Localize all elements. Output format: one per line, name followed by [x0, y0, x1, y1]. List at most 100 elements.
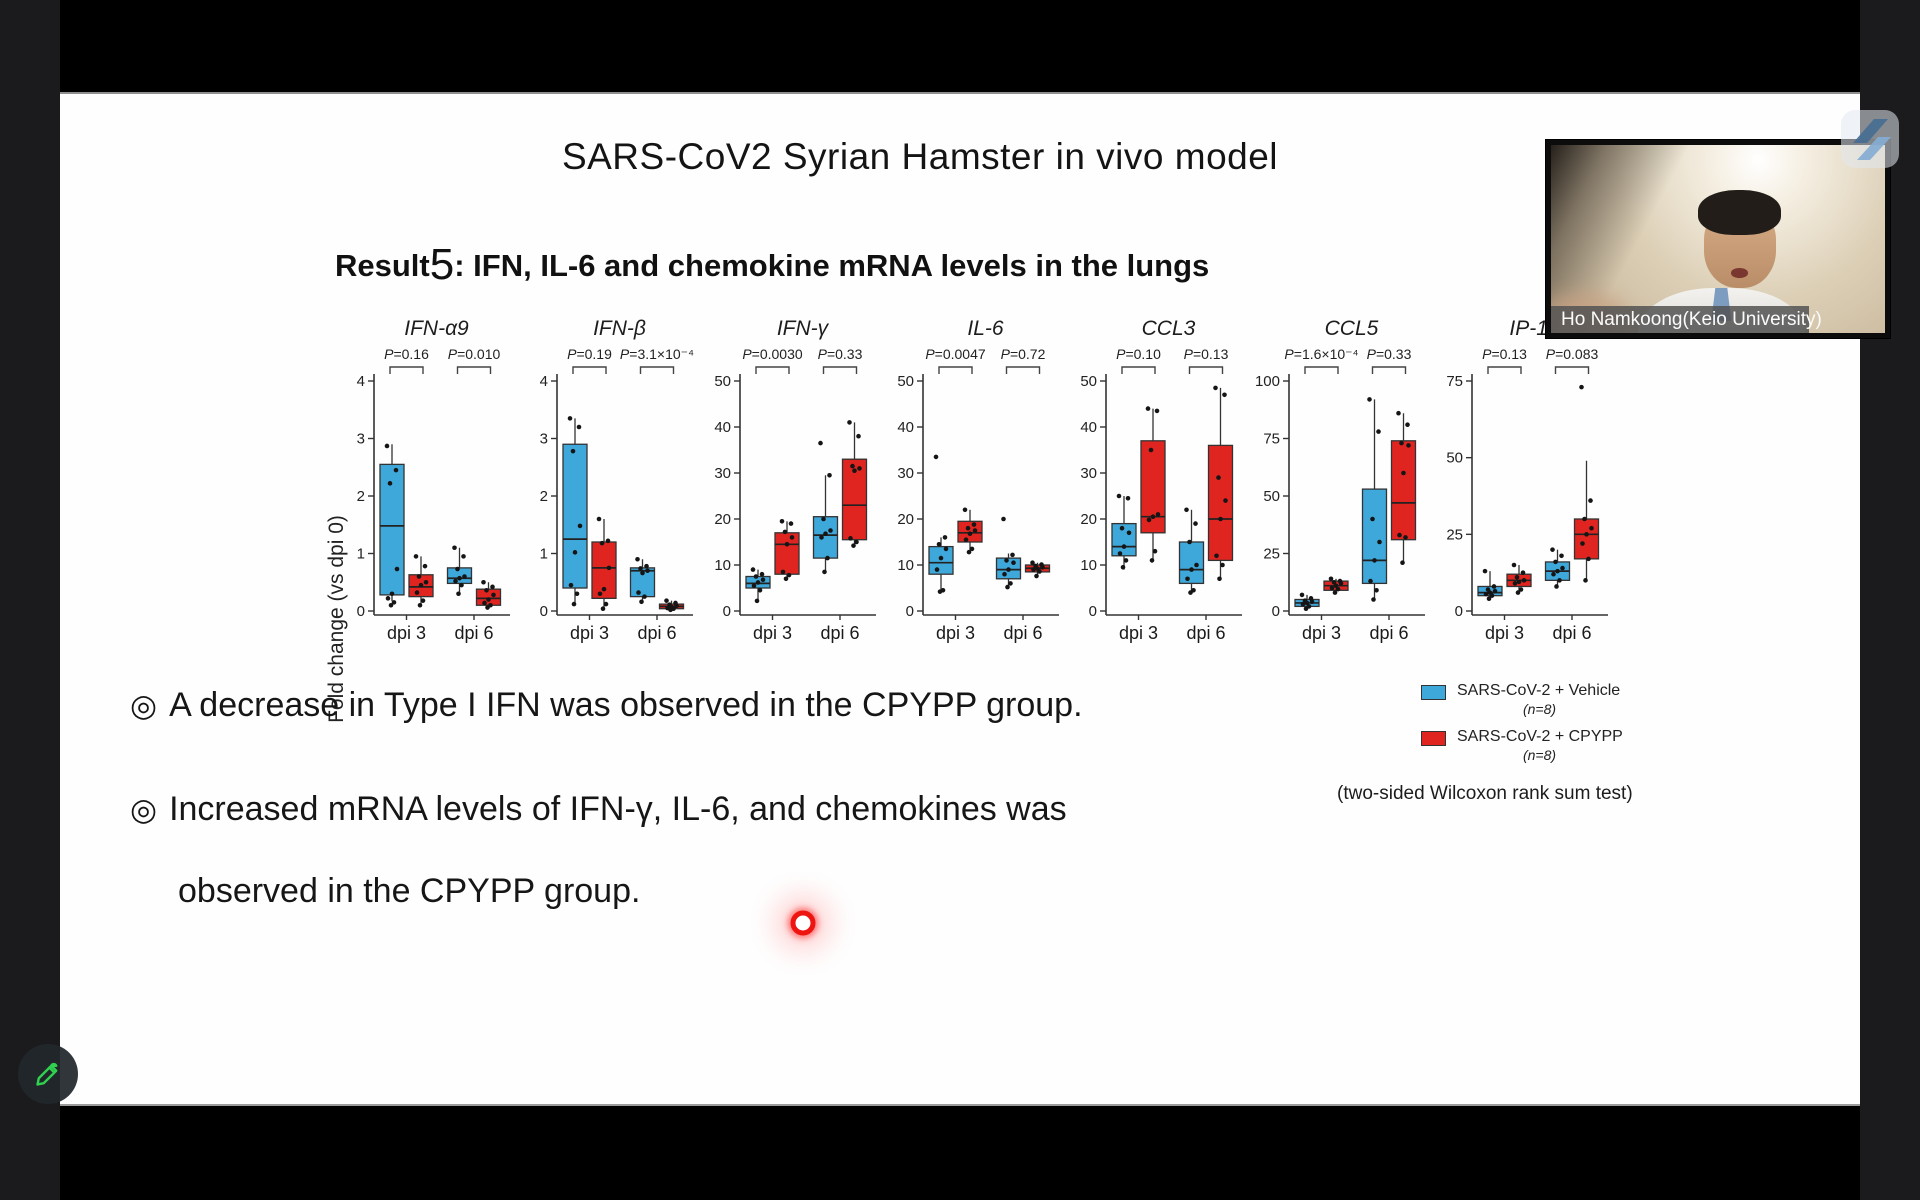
- svg-text:50: 50: [1080, 373, 1097, 390]
- svg-text:10: 10: [897, 557, 914, 574]
- svg-text:P=0.19: P=0.19: [567, 346, 612, 362]
- boxplot-panel: CCL3 0 10 20 30 40 50 P=0.10 dpi 3 P=0.13 dpi 6: [1066, 317, 1249, 654]
- svg-text:dpi 6: dpi 6: [1186, 623, 1225, 643]
- svg-text:40: 40: [897, 419, 914, 436]
- svg-text:P=0.33: P=0.33: [818, 346, 863, 362]
- webcam-name-label: Ho Namkoong(Keio University): [1551, 306, 1822, 333]
- svg-text:dpi 3: dpi 3: [1485, 623, 1524, 643]
- svg-text:dpi 6: dpi 6: [637, 623, 676, 643]
- svg-text:10: 10: [714, 557, 731, 574]
- svg-text:50: 50: [714, 373, 731, 390]
- svg-text:30: 30: [897, 465, 914, 482]
- svg-text:4: 4: [357, 373, 365, 390]
- svg-text:dpi 6: dpi 6: [454, 623, 493, 643]
- svg-text:20: 20: [897, 511, 914, 528]
- svg-text:dpi 6: dpi 6: [1003, 623, 1042, 643]
- result-rest: : IFN, IL-6 and chemokine mRNA levels in…: [454, 248, 1210, 283]
- bullet-1-marker: ◎: [130, 688, 158, 723]
- legend-n-cpypp: (n=8): [1522, 747, 1557, 763]
- svg-text:dpi 3: dpi 3: [387, 623, 426, 643]
- svg-text:P=0.72: P=0.72: [1001, 346, 1046, 362]
- result-heading: Result5: IFN, IL-6 and chemokine mRNA le…: [335, 240, 1209, 290]
- svg-text:40: 40: [714, 419, 731, 436]
- bullet-2-line-2: observed in the CPYPP group.: [178, 872, 640, 911]
- svg-text:20: 20: [1080, 511, 1097, 528]
- draw-annotate-button[interactable]: [18, 1044, 78, 1104]
- boxplot-svg: 0 1 2 3 4 P=0.19 dpi 3 P=3.1×10⁻⁴ dpi 6: [540, 346, 694, 643]
- svg-text:50: 50: [1446, 450, 1463, 467]
- svg-text:dpi 3: dpi 3: [1119, 623, 1158, 643]
- panel-title: IFN-γ: [776, 317, 829, 340]
- svg-text:4: 4: [540, 373, 548, 390]
- panel-title: CCL5: [1324, 317, 1379, 340]
- boxplot-svg: 0 25 50 75 P=0.13 dpi 3 P=0.083 dpi 6: [1446, 346, 1608, 643]
- svg-text:100: 100: [1255, 373, 1280, 390]
- svg-text:10: 10: [1080, 557, 1097, 574]
- svg-text:dpi 3: dpi 3: [1302, 623, 1341, 643]
- person-mouth: [1731, 268, 1749, 279]
- webcam-tile[interactable]: Ho Namkoong(Keio University): [1546, 140, 1890, 338]
- bullet-1: ◎ A decrease in Type I IFN was observed i…: [130, 686, 1083, 725]
- svg-text:75: 75: [1263, 431, 1280, 448]
- chart-panels: IFN-α9 0 1 2 3 4 P=0.16 dpi 3 P=0.010 dpi 6 IFN-β 0…: [334, 317, 1615, 654]
- letterbox-bottom: [60, 1106, 1860, 1200]
- svg-text:dpi 3: dpi 3: [936, 623, 975, 643]
- svg-text:P=0.16: P=0.16: [384, 346, 429, 362]
- person-hair: [1697, 190, 1782, 236]
- svg-text:dpi 6: dpi 6: [1552, 623, 1591, 643]
- svg-text:dpi 3: dpi 3: [570, 623, 609, 643]
- svg-text:3: 3: [357, 431, 365, 448]
- webcam-video: Ho Namkoong(Keio University): [1551, 145, 1885, 333]
- boxplot-panel: IL-6 0 10 20 30 40 50 P=0.0047 dpi 3 P=0.72 dpi 6: [883, 317, 1066, 654]
- slide-title: SARS-CoV2 Syrian Hamster in vivo model: [561, 136, 1279, 177]
- panel-title: IFN-α9: [404, 317, 469, 340]
- boxplot-panel: IFN-γ 0 10 20 30 40 50 P=0.0030 dpi 3 P=0.33 dpi 6: [700, 317, 883, 654]
- svg-text:1: 1: [357, 546, 365, 563]
- svg-text:dpi 3: dpi 3: [753, 623, 792, 643]
- boxplot-svg: 0 1 2 3 4 P=0.16 dpi 3 P=0.010 dpi 6: [357, 346, 510, 643]
- svg-text:2: 2: [540, 488, 548, 505]
- svg-text:0: 0: [723, 603, 731, 620]
- svg-text:dpi 6: dpi 6: [820, 623, 859, 643]
- bullet-2-line-1: ◎ Increased mRNA levels of IFN-γ, IL-6, a…: [130, 790, 1067, 829]
- legend-swatch-cpypp: [1421, 731, 1446, 746]
- svg-text:25: 25: [1446, 526, 1463, 543]
- svg-text:dpi 6: dpi 6: [1369, 623, 1408, 643]
- svg-text:30: 30: [714, 465, 731, 482]
- result-prefix: Result: [335, 248, 430, 283]
- boxplot-svg: 0 10 20 30 40 50 P=0.0030 dpi 3 P=0.33 dpi 6: [714, 346, 876, 643]
- chart-strip: Fold change (vs dpi 0) IFN-α9 0 1 2 3 4 P=0.16…: [300, 317, 1615, 723]
- annotation-pencil-icon[interactable]: [1841, 110, 1899, 168]
- bullet-2-text-1: Increased mRNA levels of IFN-γ, IL-6, an…: [169, 790, 1067, 828]
- svg-text:20: 20: [714, 511, 731, 528]
- svg-text:P=1.6×10⁻⁴: P=1.6×10⁻⁴: [1284, 346, 1358, 362]
- svg-text:50: 50: [897, 373, 914, 390]
- svg-text:40: 40: [1080, 419, 1097, 436]
- laser-pointer-dot: [790, 910, 816, 936]
- svg-text:P=0.0047: P=0.0047: [925, 346, 986, 362]
- svg-text:75: 75: [1446, 373, 1463, 390]
- boxplot-svg: 0 10 20 30 40 50 P=0.0047 dpi 3 P=0.72 dpi 6: [897, 346, 1059, 643]
- svg-text:0: 0: [357, 603, 365, 620]
- pencil-glyph: [1853, 119, 1891, 160]
- svg-text:0: 0: [1089, 603, 1097, 620]
- svg-text:P=0.33: P=0.33: [1367, 346, 1412, 362]
- legend-swatch-vehicle: [1421, 685, 1446, 700]
- svg-text:0: 0: [1455, 603, 1463, 620]
- boxplot-panel: CCL5 0 25 50 75 100 P=1.6×10⁻⁴ dpi 3 P=0.33 dpi 6: [1249, 317, 1432, 654]
- svg-text:P=0.010: P=0.010: [448, 346, 501, 362]
- svg-text:3: 3: [540, 431, 548, 448]
- green-pencil-icon: [36, 1063, 58, 1086]
- bullet-1-text: A decrease in Type I IFN was observed in…: [169, 686, 1083, 724]
- boxplot-svg: 0 10 20 30 40 50 P=0.10 dpi 3 P=0.13 dpi 6: [1080, 346, 1242, 643]
- svg-text:P=0.10: P=0.10: [1116, 346, 1161, 362]
- svg-text:P=0.13: P=0.13: [1482, 346, 1527, 362]
- result-number: 5: [429, 240, 455, 289]
- panel-title: CCL3: [1141, 317, 1196, 340]
- boxplot-panel: IFN-β 0 1 2 3 4 P=0.19 dpi 3 P=3.1×10⁻⁴ dpi 6: [517, 317, 700, 654]
- panel-title: IFN-β: [593, 317, 646, 340]
- panel-title: IL-6: [967, 317, 1004, 340]
- svg-text:0: 0: [1272, 603, 1280, 620]
